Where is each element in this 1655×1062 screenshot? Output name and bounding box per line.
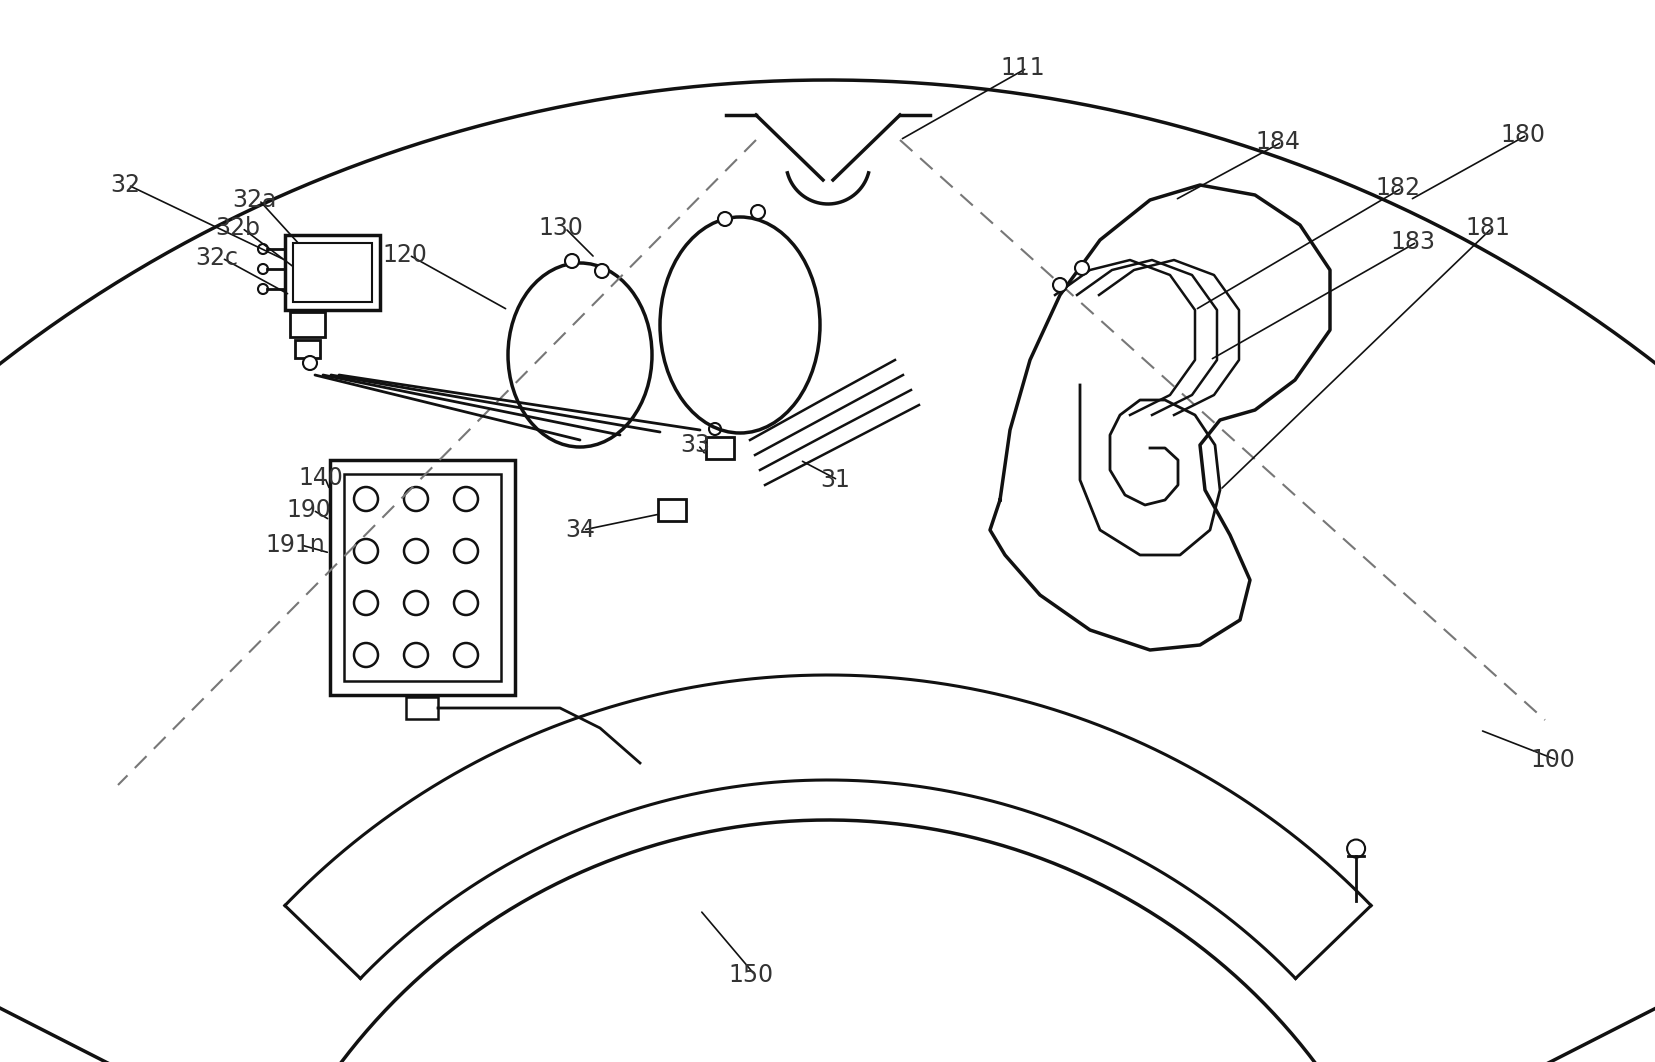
Bar [290, 312, 324, 337]
Text: 111: 111 [1000, 56, 1044, 80]
Text: 32c: 32c [195, 246, 238, 270]
Bar [707, 436, 735, 459]
Text: 32a: 32a [232, 188, 276, 212]
Bar [329, 460, 515, 695]
Bar [344, 474, 501, 681]
Circle shape [718, 212, 732, 226]
Circle shape [258, 244, 268, 254]
Text: 191n: 191n [265, 533, 324, 556]
Circle shape [258, 284, 268, 294]
Bar [285, 235, 381, 310]
Bar [295, 340, 319, 358]
Circle shape [1076, 261, 1089, 275]
Circle shape [1347, 840, 1365, 857]
Text: 182: 182 [1375, 176, 1420, 200]
Text: 184: 184 [1254, 130, 1299, 154]
Text: 100: 100 [1529, 748, 1576, 772]
Text: 190: 190 [286, 498, 331, 523]
Text: 183: 183 [1390, 230, 1435, 254]
Circle shape [596, 264, 609, 278]
Circle shape [564, 254, 579, 268]
Text: 180: 180 [1499, 123, 1546, 147]
Circle shape [1053, 278, 1067, 292]
Bar [405, 697, 439, 719]
Text: 32: 32 [109, 173, 141, 196]
Text: 140: 140 [298, 466, 343, 490]
Bar [659, 499, 687, 521]
Circle shape [303, 356, 318, 370]
Circle shape [258, 264, 268, 274]
Text: 31: 31 [819, 468, 851, 492]
Circle shape [708, 423, 722, 435]
Bar [293, 243, 372, 302]
Text: 120: 120 [382, 243, 427, 267]
Text: 32b: 32b [215, 216, 260, 240]
Text: 181: 181 [1465, 216, 1509, 240]
Circle shape [751, 205, 765, 219]
Text: 34: 34 [564, 518, 596, 542]
Polygon shape [990, 185, 1331, 650]
Text: 130: 130 [538, 216, 583, 240]
Text: 150: 150 [728, 963, 773, 987]
Text: 33: 33 [680, 433, 710, 457]
